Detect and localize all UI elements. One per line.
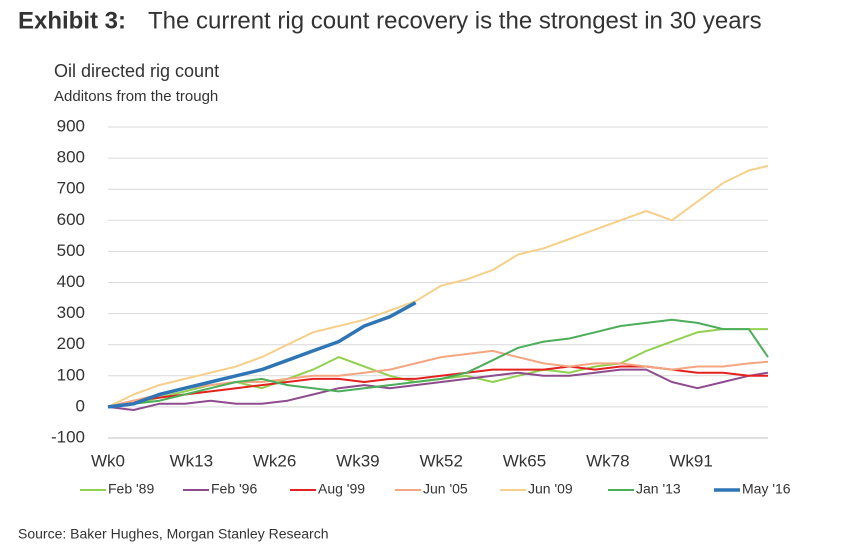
y-tick-label: 700 (57, 179, 85, 198)
y-tick-label: -100 (51, 427, 85, 446)
y-tick-label: 0 (76, 396, 85, 415)
y-tick-label: 300 (57, 303, 85, 322)
subtitle: Additons from the trough (54, 88, 218, 105)
series-line (107, 318, 769, 408)
x-tick-label: Wk39 (336, 451, 379, 470)
legend-label: Feb '89 (108, 481, 154, 497)
x-tick-label: Wk0 (91, 451, 125, 470)
x-tick-label: Wk65 (503, 451, 546, 470)
legend-label: Aug '99 (318, 481, 365, 497)
y-tick-label: 900 (57, 116, 85, 135)
series-line (107, 328, 768, 408)
y-axis-label: Oil directed rig count (54, 61, 219, 81)
legend-label: Jan '13 (636, 481, 681, 497)
x-tick-label: Wk52 (419, 451, 462, 470)
legend-label: Jun '05 (423, 481, 468, 497)
series-line (107, 301, 417, 409)
y-tick-label: 100 (57, 365, 85, 384)
chart-title: The current rig count recovery is the st… (148, 7, 762, 34)
y-tick-label: 500 (57, 241, 85, 260)
x-tick-label: Wk26 (253, 451, 296, 470)
series-line (107, 164, 769, 408)
y-tick-label: 600 (57, 210, 85, 229)
y-tick-label: 400 (57, 272, 85, 291)
exhibit-label: Exhibit 3: (18, 7, 126, 34)
source: Source: Baker Hughes, Morgan Stanley Res… (18, 526, 329, 542)
x-tick-label: Wk78 (586, 451, 629, 470)
legend-label: Feb '96 (211, 481, 257, 497)
legend-label: May '16 (742, 481, 791, 497)
x-tick-label: Wk91 (669, 451, 712, 470)
legend-label: Jun '09 (528, 481, 573, 497)
y-tick-label: 800 (57, 148, 85, 167)
y-tick-label: 200 (57, 334, 85, 353)
series-line (107, 349, 769, 408)
series-line (107, 368, 769, 411)
x-tick-label: Wk13 (170, 451, 213, 470)
